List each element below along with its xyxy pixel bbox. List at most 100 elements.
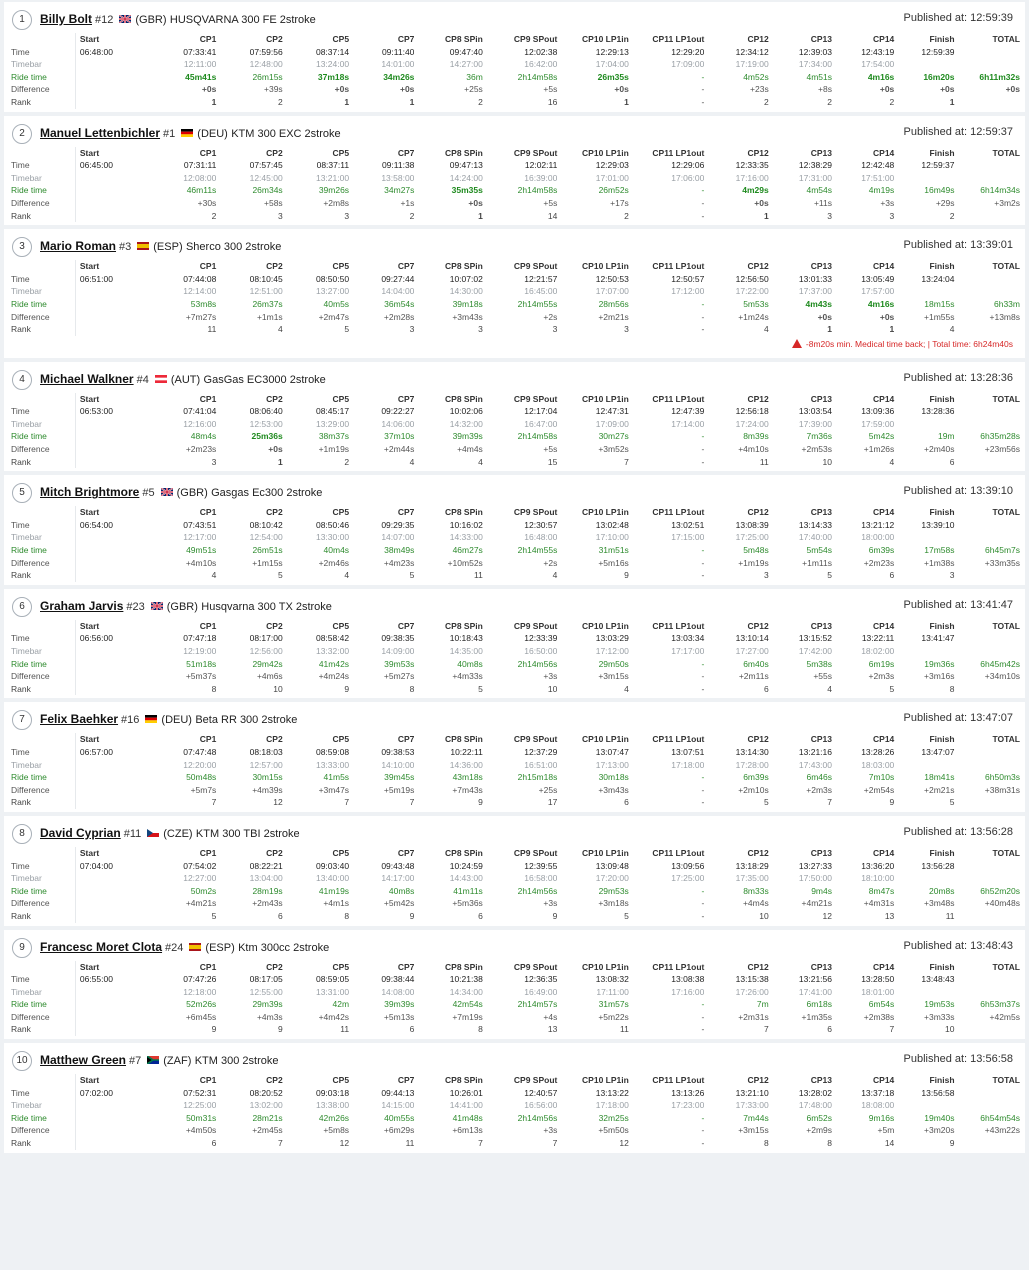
rider-name-link[interactable]: Matthew Green (40, 1053, 127, 1068)
cell (958, 910, 1023, 923)
column-header: Start (74, 1074, 152, 1087)
rider-name-link[interactable]: Billy Bolt (40, 12, 93, 26)
cell: 7 (827, 797, 832, 808)
cell: 42m26s (318, 1112, 350, 1123)
rider-name-link[interactable]: Manuel Lettenbichler (40, 125, 161, 140)
cell: 10:07:02 (449, 273, 483, 284)
column-header: CP8 SPin (445, 147, 483, 158)
cell: +1m19s (738, 557, 769, 568)
cell (74, 645, 152, 658)
cell: 31m51s (598, 545, 629, 556)
cell (74, 171, 152, 185)
cell: 6 (478, 910, 483, 921)
cell: 7 (277, 1138, 283, 1149)
cell: 30m15s (252, 772, 283, 783)
cell: +5s (543, 84, 558, 95)
time-row: Time 06:53:00 07:41:04 08:06:40 08:45:17 09:2… (10, 405, 1023, 418)
cell (74, 1010, 152, 1024)
header-row: Start CP1 CP2 CP5 CP7 CP8 SPin CP9 SPout CP10 L… (10, 960, 1023, 974)
cell: 2h14m58s (517, 431, 558, 442)
header-row: Start CP1 CP2 CP5 CP7 CP8 SPin CP9 SPout CP10 L… (10, 146, 1023, 160)
published-time: Published at: 13:56:58 (903, 1053, 1013, 1066)
cell: +6m45s (185, 1011, 217, 1022)
row-label: Rank (11, 1138, 31, 1149)
column-header: CP1 (199, 620, 217, 631)
column-header: CP10 LP1in (582, 961, 629, 972)
cell: +2m47s (318, 311, 350, 322)
cell: +2m43s (252, 898, 283, 909)
cell: 12:14:00 (183, 286, 217, 297)
cell: 15 (547, 456, 558, 467)
cell: 4m16s (867, 298, 895, 309)
cell: 12:25:00 (183, 1100, 217, 1111)
cell (74, 569, 152, 582)
column-header (10, 147, 75, 160)
cell: 08:20:52 (249, 1087, 283, 1098)
cell: 18:03:00 (861, 759, 895, 770)
cell: 35m35s (451, 185, 483, 196)
cell: 17:06:00 (671, 172, 705, 183)
cell: +4m31s (863, 898, 895, 909)
column-header: CP12 (747, 393, 769, 404)
cell: 40m55s (384, 1112, 415, 1123)
cell: 2 (277, 96, 283, 107)
column-header (10, 733, 75, 746)
cell: 07:04:00 (74, 859, 152, 873)
cell: 12:29:13 (595, 46, 629, 57)
rider-name-link[interactable]: Michael Walkner (40, 371, 134, 386)
cell: 2 (478, 96, 483, 107)
row-label: Ride time (11, 298, 47, 309)
column-header: CP7 (397, 1075, 415, 1086)
row-label: Ride time (11, 185, 47, 196)
cell (897, 1099, 957, 1112)
cell: 16:50:00 (524, 646, 558, 656)
row-label: Rank (11, 570, 31, 581)
cell: 06:51:00 (74, 272, 152, 286)
column-header: CP11 LP1out (652, 261, 705, 272)
difference-row: Difference +4m50s +2m45s +5m8s +6m29s +6m13s +… (10, 1124, 1023, 1138)
country-code: (DEU) (197, 127, 228, 140)
cell: 7 (344, 797, 350, 808)
cell: 9m4s (811, 885, 832, 896)
cell: 17:23:00 (671, 1100, 705, 1111)
cell: +2m46s (318, 557, 350, 568)
cell: 13:03:34 (671, 633, 705, 644)
column-header: CP7 (397, 261, 415, 272)
cell (958, 986, 1023, 999)
cell: 14:27:00 (449, 59, 483, 70)
column-header: CP12 (747, 961, 769, 972)
cell: +2m40s (924, 444, 955, 455)
time-row: Time 07:02:00 07:52:31 08:20:52 09:03:18 09:4… (10, 1086, 1023, 1100)
cell: 09:38:53 (381, 746, 415, 757)
cell (958, 159, 1023, 172)
cell: +4m50s (185, 1125, 217, 1136)
cell: 4m52s (743, 71, 769, 82)
column-header: CP5 (332, 847, 350, 858)
header-row: Start CP1 CP2 CP5 CP7 CP8 SPin CP9 SPout CP10 L… (10, 506, 1023, 519)
rider-number: #5 (142, 487, 155, 500)
cell: 16:51:00 (524, 759, 558, 770)
country-code: (ZAF) (163, 1055, 192, 1068)
cell: - (701, 210, 705, 221)
cell: +3s (880, 197, 895, 208)
cell: - (701, 658, 705, 669)
rider-name-link[interactable]: Mitch Brightmore (40, 485, 140, 500)
cell: 11 (945, 910, 955, 921)
cell: +2m38s (863, 1011, 895, 1022)
rider-name-link[interactable]: Graham Jarvis (40, 598, 124, 613)
cell (74, 1099, 152, 1112)
rider-name-link[interactable]: Francesc Moret Clota (40, 939, 163, 954)
cell: 13:21:56 (798, 974, 832, 985)
rider-name-link[interactable]: David Cyprian (40, 825, 121, 840)
rider-info: Michael Walkner #4 (AUT) GasGas EC3000 2st… (40, 372, 326, 386)
cell: 08:50:50 (315, 273, 350, 284)
column-header: CP7 (397, 734, 415, 745)
rider-name-link[interactable]: Mario Roman (40, 239, 117, 254)
column-header: Start (74, 392, 152, 406)
rider-name-link[interactable]: Felix Baehker (40, 712, 119, 727)
cell: 1 (277, 456, 283, 467)
row-label: Time (11, 406, 30, 417)
cell: +25s (538, 784, 558, 795)
column-header: CP1 (199, 734, 217, 745)
cell (958, 746, 1023, 759)
